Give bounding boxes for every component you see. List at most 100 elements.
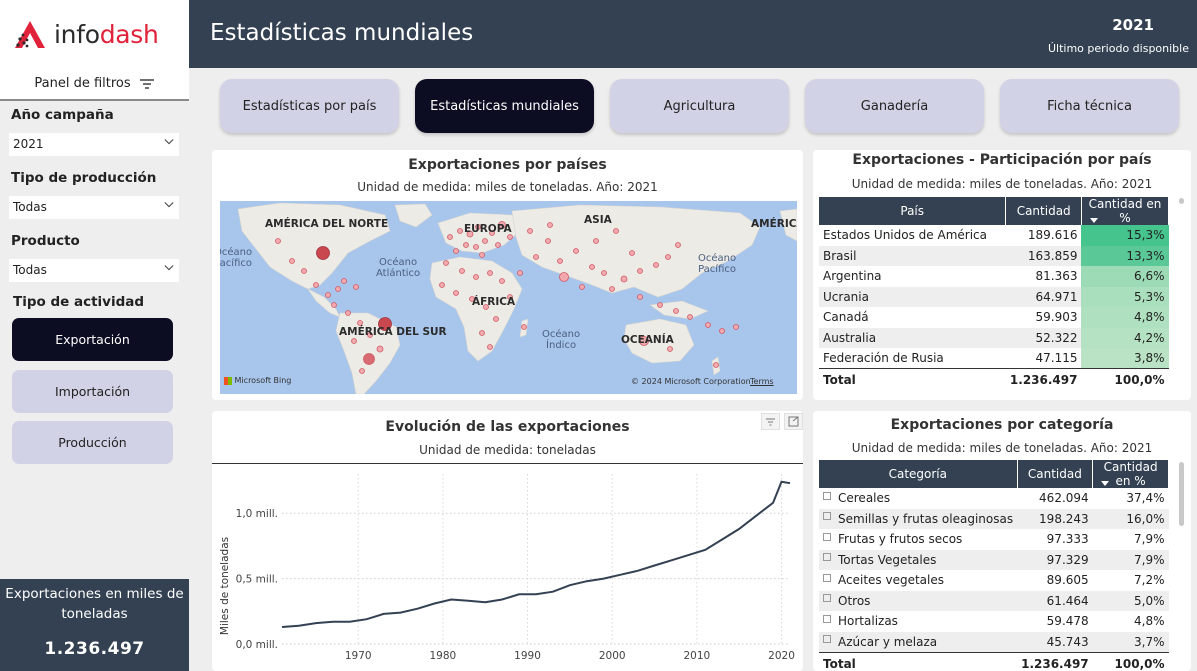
y-axis-label: Miles de toneladas xyxy=(219,537,231,635)
tab-country-stats[interactable]: Estadísticas por país xyxy=(220,79,399,133)
expand-icon[interactable] xyxy=(823,614,831,623)
map-label-indian: Océano Índico xyxy=(542,329,581,351)
product-select-value: Todas xyxy=(13,263,47,277)
expand-icon[interactable] xyxy=(823,491,831,500)
tab-world-stats[interactable]: Estadísticas mundiales xyxy=(415,79,594,133)
expand-icon[interactable] xyxy=(823,635,831,643)
country-quantity: 163.859 xyxy=(1005,245,1082,266)
filter-label-year: Año campaña xyxy=(11,107,114,123)
category-quantity: 198.243 xyxy=(1017,508,1093,529)
line-chart-title: Evolución de las exportaciones xyxy=(385,419,630,435)
focus-mode-icon[interactable] xyxy=(784,413,803,430)
country-table-subtitle: Unidad de medida: miles de toneladas. Añ… xyxy=(851,177,1153,191)
category-table-scrollbar[interactable] xyxy=(1179,462,1184,526)
table-row[interactable]: Azúcar y melaza 45.743 3,7% xyxy=(819,631,1169,652)
category-percent: 3,7% xyxy=(1092,631,1169,652)
map-label-africa: ÁFRICA xyxy=(472,296,516,308)
import-button[interactable]: Importación xyxy=(12,370,173,413)
category-table-title: Exportaciones por categoría xyxy=(890,417,1114,433)
table-row[interactable]: Canadá 59.903 4,8% xyxy=(819,307,1169,328)
kpi-value: 1.236.497 xyxy=(44,639,145,659)
export-button[interactable]: Exportación xyxy=(12,318,173,361)
tab-agriculture[interactable]: Agricultura xyxy=(610,79,789,133)
country-name: Canadá xyxy=(823,310,869,325)
col-category[interactable]: Categoría xyxy=(819,460,1018,488)
map-label-north-america: AMÉRICA DEL NORTE xyxy=(265,218,389,230)
production-type-select-value: Todas xyxy=(13,200,47,214)
category-percent: 37,4% xyxy=(1126,491,1165,506)
chart-header-divider xyxy=(212,463,803,464)
table-row[interactable]: Federación de Rusia 47.115 3,8% xyxy=(819,348,1169,369)
tab-livestock[interactable]: Ganadería xyxy=(805,79,984,133)
table-row[interactable]: Ucrania 64.971 5,3% xyxy=(819,286,1169,307)
category-quantity: 45.743 xyxy=(1017,631,1093,652)
col-quantity[interactable]: Cantidad xyxy=(1005,197,1082,225)
table-row[interactable]: Semillas y frutas oleaginosas 198.243 16,0… xyxy=(819,508,1169,529)
tab-technical-sheet[interactable]: Ficha técnica xyxy=(1000,79,1179,133)
expand-icon[interactable] xyxy=(823,594,831,603)
table-row[interactable]: Argentina 81.363 6,6% xyxy=(819,266,1169,287)
production-type-select[interactable]: Todas xyxy=(9,196,179,219)
x-tick-label: 2010 xyxy=(683,650,710,662)
expand-icon[interactable] xyxy=(823,512,831,521)
country-quantity: 47.115 xyxy=(1035,351,1078,365)
x-tick-label: 1990 xyxy=(514,650,541,662)
table-row[interactable]: Frutas y frutos secos 97.333 7,9% xyxy=(819,529,1169,550)
country-table-title: Exportaciones - Participación por país xyxy=(852,152,1152,168)
map-terms-link[interactable]: Terms xyxy=(750,377,774,386)
country-table-scrollbar[interactable] xyxy=(1179,198,1184,204)
col-country[interactable]: País xyxy=(819,197,1007,225)
product-select[interactable]: Todas xyxy=(9,259,179,282)
country-quantity: 189.616 xyxy=(1027,228,1078,243)
microsoft-logo-icon xyxy=(224,376,232,385)
production-button[interactable]: Producción xyxy=(12,421,173,464)
expand-icon[interactable] xyxy=(823,573,831,582)
country-quantity: 64.971 xyxy=(1005,286,1082,307)
table-row[interactable]: Aceites vegetales 89.605 7,2% xyxy=(819,570,1169,591)
filter-icon[interactable] xyxy=(761,413,780,430)
country-percent: 5,3% xyxy=(1081,286,1169,307)
logo-text: infodash xyxy=(54,19,159,49)
table-row[interactable]: Estados Unidos de América 189.616 15,3% xyxy=(819,225,1169,246)
x-tick-label: 1970 xyxy=(345,650,372,662)
map-label-pacific-east: Océano Pacífico xyxy=(698,253,737,275)
category-quantity: 61.464 xyxy=(1017,590,1093,611)
sort-desc-icon xyxy=(1089,218,1098,223)
year-select[interactable]: 2021 xyxy=(9,133,179,156)
table-row[interactable]: Cereales 462.094 37,4% xyxy=(819,488,1169,509)
total-quantity: 1.236.497 xyxy=(1005,368,1082,392)
table-row[interactable]: Brasil 163.859 13,3% xyxy=(819,245,1169,266)
category-percent: 4,8% xyxy=(1134,614,1165,629)
expand-icon[interactable] xyxy=(823,553,831,562)
chevron-down-icon xyxy=(164,202,174,208)
table-row[interactable]: Hortalizas 59.478 4,8% xyxy=(819,611,1169,632)
country-quantity: 81.363 xyxy=(1035,269,1078,284)
col-quantity[interactable]: Cantidad xyxy=(1017,460,1094,488)
total-percent: 100,0% xyxy=(1081,368,1169,392)
col-percent[interactable]: Cantidad en % xyxy=(1092,460,1169,488)
category-quantity: 97.333 xyxy=(1046,532,1089,547)
table-row[interactable]: Tortas Vegetales 97.329 7,9% xyxy=(819,549,1169,570)
country-quantity: 52.322 xyxy=(1005,327,1082,348)
table-row[interactable]: Otros 61.464 5,0% xyxy=(819,590,1169,611)
country-name: Federación de Rusia xyxy=(823,351,944,365)
country-name: Estados Unidos de América xyxy=(823,228,987,243)
world-map[interactable]: AMÉRICA DEL NORTE EUROPA ASIA AMÉRICA ÁF… xyxy=(220,201,797,394)
filter-panel-header[interactable]: Panel de filtros xyxy=(0,68,189,101)
total-row: Total 1.236.497 100,0% xyxy=(819,368,1169,392)
year-select-value: 2021 xyxy=(13,137,44,151)
table-row[interactable]: Australia 52.322 4,2% xyxy=(819,327,1169,348)
map-subtitle: Unidad de medida: miles de toneladas. Añ… xyxy=(357,180,658,194)
category-quantity: 59.478 xyxy=(1046,614,1089,629)
kpi-card: Exportaciones en miles de toneladas 1.23… xyxy=(0,579,189,671)
total-label: Total xyxy=(819,368,1006,392)
country-percent: 4,8% xyxy=(1081,307,1169,328)
category-table-subtitle: Unidad de medida: miles de toneladas. Añ… xyxy=(851,441,1153,455)
category-name: Aceites vegetales xyxy=(819,570,1017,591)
x-tick-label: 2020 xyxy=(768,650,795,662)
country-percent: 13,3% xyxy=(1081,245,1169,266)
line-chart-subtitle: Unidad de medida: toneladas xyxy=(419,443,596,457)
col-percent[interactable]: Cantidad en % xyxy=(1081,197,1170,225)
expand-icon[interactable] xyxy=(823,532,831,541)
total-percent: 100,0% xyxy=(1092,651,1169,671)
